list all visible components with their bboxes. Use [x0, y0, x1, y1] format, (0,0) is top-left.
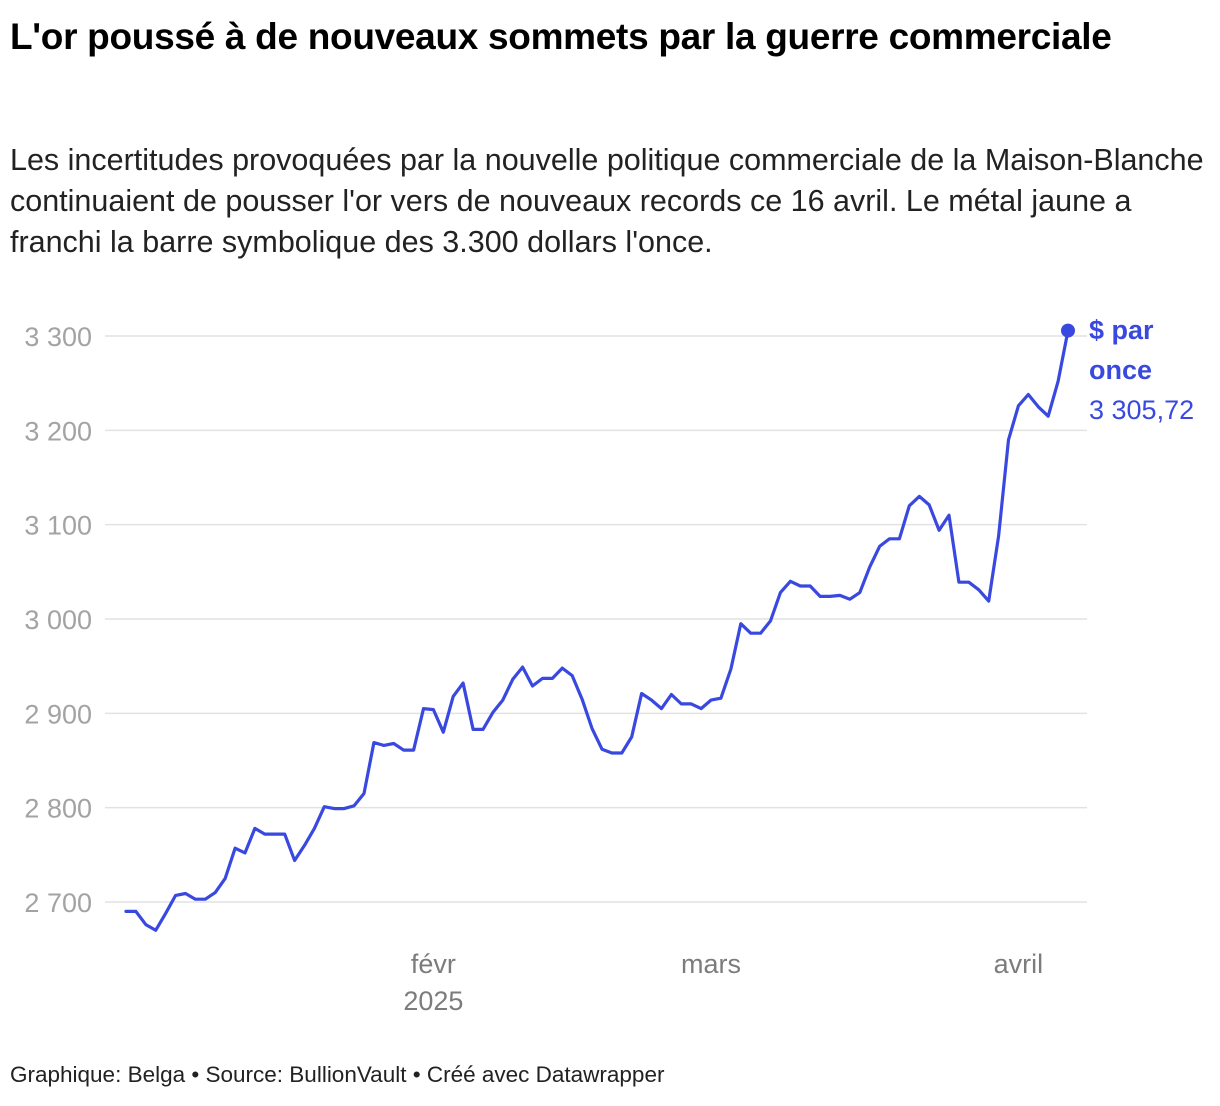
gold-price-line [124, 329, 1070, 932]
series-end-value-label: 3 305,72 [1089, 395, 1194, 425]
chart-title: L'or poussé à de nouveaux sommets par la… [10, 16, 1112, 57]
chart-subtitle: Les incertitudes provoquées par la nouve… [10, 143, 1204, 259]
chart-footer: Graphique: Belga • Source: BullionVault … [10, 1062, 665, 1087]
line-chart: 3 300 3 200 3 100 3 000 2 900 2 800 2 700 févr… [24, 315, 1194, 1016]
x-tick-label: avril [994, 949, 1044, 979]
series-name-label: $ par [1089, 315, 1154, 345]
x-tick-sublabel: 2025 [403, 986, 463, 1016]
y-tick-label: 2 700 [24, 888, 92, 918]
x-axis-ticks: févr 2025 mars avril [403, 949, 1043, 1016]
gridlines [105, 335, 1087, 903]
y-tick-label: 3 000 [24, 605, 92, 635]
x-tick-label: févr [411, 949, 456, 979]
y-tick-label: 3 300 [24, 322, 92, 352]
series-name-label: once [1089, 355, 1152, 385]
y-tick-label: 2 900 [24, 699, 92, 729]
x-tick-label: mars [681, 949, 741, 979]
y-axis-ticks: 3 300 3 200 3 100 3 000 2 900 2 800 2 700 [24, 322, 92, 918]
y-tick-label: 3 100 [24, 511, 92, 541]
y-tick-label: 2 800 [24, 794, 92, 824]
series-end-label: $ par once 3 305,72 [1089, 315, 1194, 425]
y-tick-label: 3 200 [24, 416, 92, 446]
end-point-marker [1061, 323, 1075, 338]
